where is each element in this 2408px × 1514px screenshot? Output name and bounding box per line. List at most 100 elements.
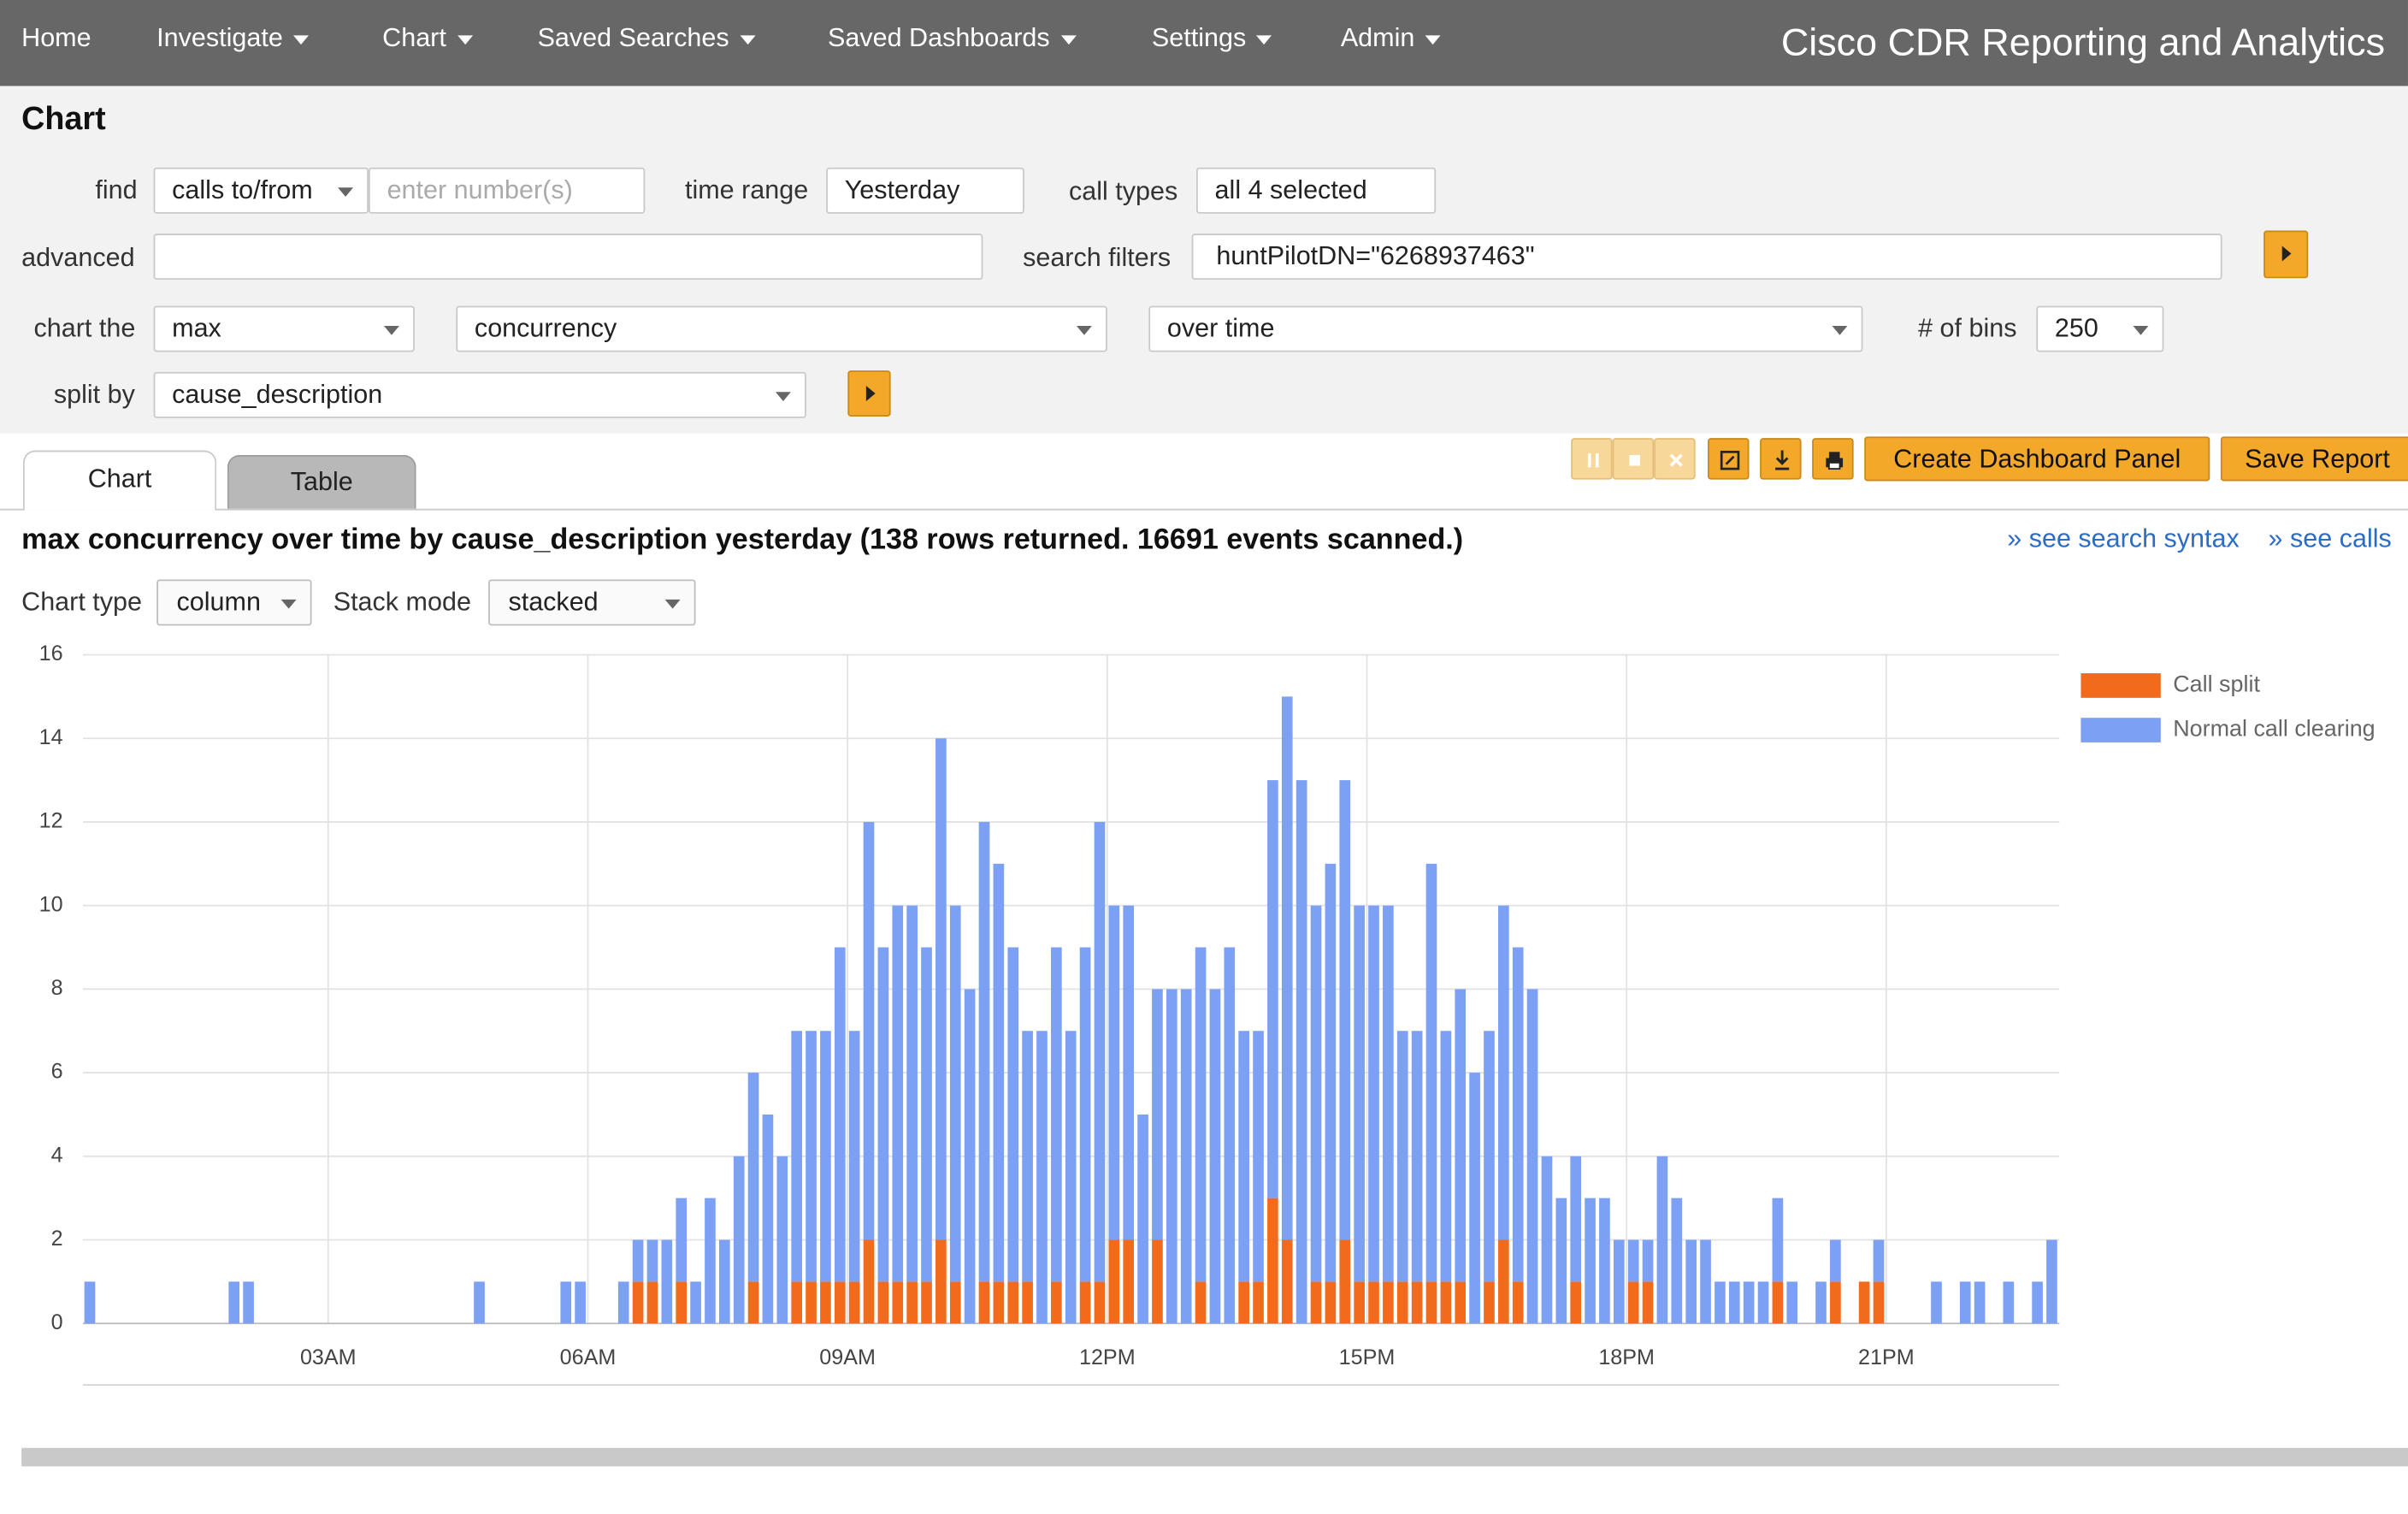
y-tick-label: 10 — [39, 892, 63, 916]
nav-item[interactable]: Admin — [1341, 21, 1441, 56]
bar — [1123, 905, 1135, 1240]
link[interactable]: » see calls — [2268, 523, 2392, 553]
bar — [1425, 1281, 1437, 1324]
bar — [1383, 1281, 1394, 1324]
bar — [1599, 1198, 1610, 1324]
bar — [676, 1281, 688, 1324]
nav-item[interactable]: Investigate — [156, 21, 309, 56]
select[interactable]: over time — [1148, 305, 1863, 352]
call-types-input[interactable]: all 4 selected — [1196, 167, 1437, 214]
bar — [1036, 1031, 1048, 1324]
stop-button[interactable] — [1612, 438, 1655, 480]
select[interactable]: column — [156, 579, 312, 626]
time-range-input[interactable]: Yesterday — [826, 167, 1024, 214]
cancel-button[interactable] — [1654, 438, 1696, 480]
bar — [676, 1198, 688, 1282]
print-button[interactable] — [1812, 438, 1854, 480]
export-button[interactable] — [1760, 438, 1802, 480]
bar — [1700, 1239, 1711, 1324]
nav-item[interactable]: Home — [21, 22, 91, 53]
bar — [1281, 1239, 1293, 1324]
bar — [978, 1281, 990, 1324]
bar — [791, 1031, 802, 1282]
share-button[interactable] — [1708, 438, 1750, 480]
select[interactable]: calls to/from — [153, 167, 369, 214]
label: Stack mode — [333, 587, 471, 617]
bar — [892, 1281, 904, 1324]
axis-labels: 0 2 4 6 8 10 12 14 16 03AM 06AM 09AM 12PM 15PM 18PM 21P… — [39, 642, 2376, 1369]
bar — [1281, 696, 1293, 1240]
bar — [646, 1239, 658, 1282]
bar — [1310, 905, 1322, 1282]
x-tick-label: 21PM — [1858, 1345, 1915, 1369]
select[interactable]: max — [153, 305, 415, 352]
search-filters-input[interactable]: huntPilotDN="6268937463" — [1191, 234, 2222, 281]
bar — [1310, 1281, 1322, 1324]
bar — [921, 1281, 932, 1324]
select[interactable]: 250 — [2036, 305, 2164, 352]
advanced-input[interactable] — [153, 234, 983, 281]
nav-item[interactable]: Chart — [382, 21, 472, 56]
bar — [1396, 1281, 1408, 1324]
bar — [632, 1281, 644, 1324]
scrollbar[interactable] — [21, 1447, 2408, 1467]
tab[interactable]: Chart — [22, 450, 217, 511]
bar — [863, 821, 875, 1240]
nav-item[interactable]: Saved Dashboards — [828, 21, 1076, 56]
bar — [1627, 1281, 1639, 1324]
x-tick-label: 09AM — [819, 1345, 876, 1369]
bar — [2046, 1239, 2057, 1324]
nav-item[interactable]: Saved Searches — [538, 21, 756, 56]
bar — [661, 1239, 673, 1324]
run-button[interactable] — [2263, 230, 2309, 279]
tab[interactable]: Table — [227, 454, 416, 509]
bar — [1238, 1031, 1249, 1282]
label: call types — [1068, 176, 1178, 206]
bar — [762, 1114, 774, 1324]
bar — [1209, 989, 1221, 1324]
bar — [243, 1281, 254, 1324]
bar — [2003, 1281, 2015, 1324]
bar — [474, 1281, 485, 1324]
bar — [1959, 1281, 1971, 1324]
bar — [1425, 863, 1437, 1282]
bar — [1267, 1198, 1278, 1324]
pause-button[interactable] — [1571, 438, 1613, 480]
bar — [1295, 780, 1307, 1324]
bar — [1051, 947, 1062, 1282]
bar — [1873, 1281, 1885, 1324]
bar — [646, 1281, 658, 1324]
select[interactable]: concurrency — [456, 305, 1107, 352]
bar — [1007, 947, 1019, 1282]
x-tick-label: 18PM — [1598, 1345, 1655, 1369]
icon — [1720, 450, 1740, 470]
bar — [935, 738, 947, 1240]
bar — [949, 905, 961, 1282]
bar — [1498, 1239, 1509, 1324]
label: Chart type — [21, 587, 143, 617]
number-input[interactable]: enter number(s) — [369, 167, 646, 214]
save-report-button[interactable]: Save Report — [2220, 436, 2408, 482]
bar — [1512, 947, 1524, 1282]
bar — [1830, 1239, 1841, 1282]
bar — [877, 1281, 889, 1324]
label: time range — [684, 174, 809, 205]
bar — [834, 1281, 846, 1324]
select[interactable]: cause_description — [153, 371, 806, 418]
link[interactable]: » see search syntax — [2007, 523, 2240, 553]
run-button[interactable] — [847, 370, 891, 417]
bar — [1728, 1281, 1740, 1324]
select[interactable]: stacked — [488, 579, 696, 626]
bar — [1079, 947, 1091, 1282]
label: chart the — [33, 313, 136, 343]
bar — [1570, 1281, 1582, 1324]
nav-item[interactable]: Settings — [1152, 21, 1272, 56]
bar — [1094, 1281, 1106, 1324]
bar — [834, 947, 846, 1282]
bar — [1685, 1239, 1697, 1324]
y-tick-label: 12 — [39, 809, 63, 833]
create-panel-button[interactable]: Create Dashboard Panel — [1864, 436, 2210, 482]
bar — [1325, 1281, 1337, 1324]
bar — [1195, 947, 1207, 1282]
